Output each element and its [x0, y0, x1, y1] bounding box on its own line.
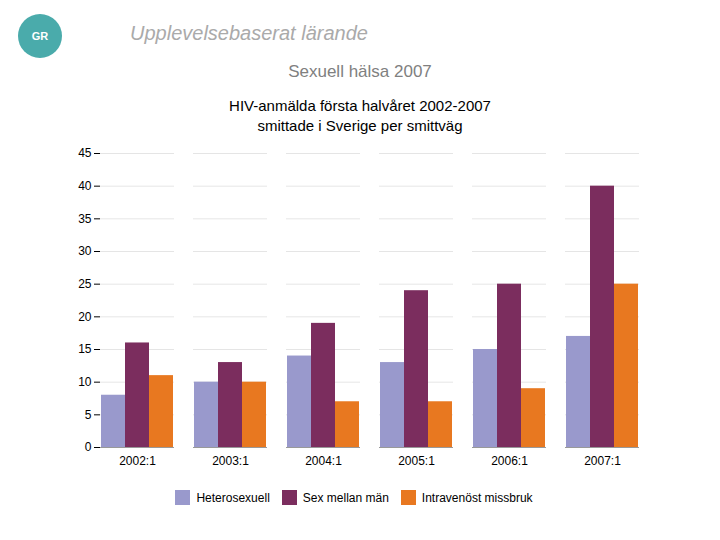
- svg-text:2007:1: 2007:1: [584, 454, 621, 468]
- html-text:Heterosexuell: Heterosexuell: [196, 490, 270, 505]
- html-text:Intravenöst missbruk: Intravenöst missbruk: [421, 490, 533, 505]
- svg-text:20: 20: [78, 310, 92, 324]
- svg-text:30: 30: [78, 244, 92, 258]
- html-text:Upplevelsebaserat lärande: Upplevelsebaserat lärande: [130, 22, 368, 44]
- svg-text:2003:1: 2003:1: [212, 454, 249, 468]
- svg-text:15: 15: [78, 342, 92, 356]
- svg-text:2002:1: 2002:1: [119, 454, 156, 468]
- svg-text:2006:1: 2006:1: [491, 454, 528, 468]
- svg-text:45: 45: [78, 146, 92, 160]
- svg-text:2005:1: 2005:1: [398, 454, 435, 468]
- html-text:Sexuell hälsa 2007: Sexuell hälsa 2007: [288, 62, 432, 81]
- html-text:Sex mellan män: Sex mellan män: [302, 490, 389, 505]
- html-text:GR: GR: [31, 30, 49, 42]
- svg-text:2004:1: 2004:1: [305, 454, 342, 468]
- svg-text:40: 40: [78, 179, 92, 193]
- svg-text:35: 35: [78, 212, 92, 226]
- svg-text:0: 0: [85, 440, 92, 454]
- svg-text:10: 10: [78, 375, 92, 389]
- html-text:HIV-anmälda första halvåret 20: HIV-anmälda första halvåret 2002-2007: [229, 97, 491, 114]
- svg-text:5: 5: [85, 408, 92, 422]
- html-text:smittade i Sverige per smittvä: smittade i Sverige per smittväg: [257, 116, 463, 134]
- svg-text:25: 25: [78, 277, 92, 291]
